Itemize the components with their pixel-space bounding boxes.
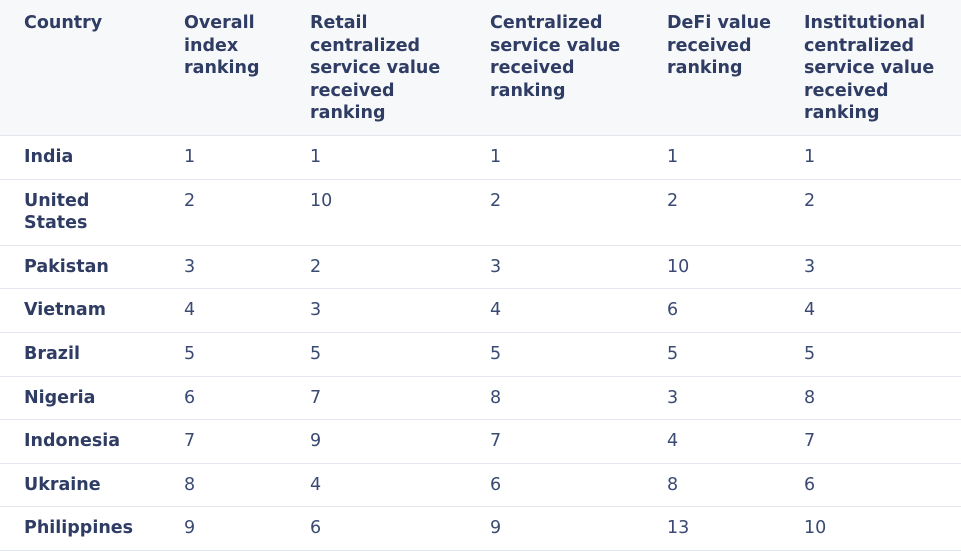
- retail-cell: 3: [292, 288, 472, 333]
- table-row: Philippines 9 6 9 13 10: [0, 506, 961, 551]
- overall-cell: 6: [166, 376, 292, 421]
- table-row: Ukraine 8 4 6 8 6: [0, 463, 961, 508]
- centralized-cell: 3: [472, 245, 649, 290]
- retail-cell: 5: [292, 332, 472, 377]
- header-centralized-service-ranking: Centralized service value received ranki…: [472, 0, 649, 136]
- country-cell: India: [0, 135, 166, 180]
- centralized-cell: 2: [472, 179, 649, 246]
- header-retail-centralized-ranking: Retail centralized service value receive…: [292, 0, 472, 136]
- header-institutional-ranking: Institutional centralized service value …: [786, 0, 961, 136]
- defi-cell: 8: [649, 463, 786, 508]
- institutional-cell: 10: [786, 506, 961, 551]
- country-cell: Brazil: [0, 332, 166, 377]
- centralized-cell: 1: [472, 135, 649, 180]
- defi-cell: 5: [649, 332, 786, 377]
- defi-cell: 6: [649, 288, 786, 333]
- overall-cell: 4: [166, 288, 292, 333]
- table-body: India 1 1 1 1 1 United States 2 10 2 2 2…: [0, 135, 961, 551]
- country-cell: Vietnam: [0, 288, 166, 333]
- retail-cell: 1: [292, 135, 472, 180]
- retail-cell: 4: [292, 463, 472, 508]
- country-cell: Philippines: [0, 506, 166, 551]
- retail-cell: 9: [292, 419, 472, 464]
- defi-cell: 3: [649, 376, 786, 421]
- institutional-cell: 1: [786, 135, 961, 180]
- centralized-cell: 7: [472, 419, 649, 464]
- overall-cell: 1: [166, 135, 292, 180]
- table-row: Nigeria 6 7 8 3 8: [0, 376, 961, 421]
- overall-cell: 2: [166, 179, 292, 246]
- table-row: Indonesia 7 9 7 4 7: [0, 419, 961, 464]
- retail-cell: 7: [292, 376, 472, 421]
- centralized-cell: 5: [472, 332, 649, 377]
- centralized-cell: 4: [472, 288, 649, 333]
- country-cell: Ukraine: [0, 463, 166, 508]
- defi-cell: 10: [649, 245, 786, 290]
- centralized-cell: 6: [472, 463, 649, 508]
- retail-cell: 10: [292, 179, 472, 246]
- table-row: India 1 1 1 1 1: [0, 135, 961, 180]
- table-row: Pakistan 3 2 3 10 3: [0, 245, 961, 290]
- table-row: United States 2 10 2 2 2: [0, 179, 961, 246]
- country-cell: Indonesia: [0, 419, 166, 464]
- institutional-cell: 7: [786, 419, 961, 464]
- defi-cell: 4: [649, 419, 786, 464]
- header-overall-index-ranking: Overall index ranking: [166, 0, 292, 136]
- institutional-cell: 8: [786, 376, 961, 421]
- header-country: Country: [0, 0, 166, 136]
- header-row: Country Overall index ranking Retail cen…: [0, 0, 961, 136]
- country-cell: Nigeria: [0, 376, 166, 421]
- defi-cell: 13: [649, 506, 786, 551]
- table-row: Brazil 5 5 5 5 5: [0, 332, 961, 377]
- institutional-cell: 5: [786, 332, 961, 377]
- overall-cell: 7: [166, 419, 292, 464]
- overall-cell: 5: [166, 332, 292, 377]
- institutional-cell: 3: [786, 245, 961, 290]
- centralized-cell: 9: [472, 506, 649, 551]
- overall-cell: 8: [166, 463, 292, 508]
- centralized-cell: 8: [472, 376, 649, 421]
- defi-cell: 1: [649, 135, 786, 180]
- institutional-cell: 4: [786, 288, 961, 333]
- table-row: Vietnam 4 3 4 6 4: [0, 288, 961, 333]
- header-defi-ranking: DeFi value received ranking: [649, 0, 786, 136]
- institutional-cell: 6: [786, 463, 961, 508]
- retail-cell: 6: [292, 506, 472, 551]
- overall-cell: 9: [166, 506, 292, 551]
- overall-cell: 3: [166, 245, 292, 290]
- retail-cell: 2: [292, 245, 472, 290]
- defi-cell: 2: [649, 179, 786, 246]
- country-cell: Pakistan: [0, 245, 166, 290]
- country-cell: United States: [0, 179, 166, 246]
- institutional-cell: 2: [786, 179, 961, 246]
- table-header: Country Overall index ranking Retail cen…: [0, 0, 961, 136]
